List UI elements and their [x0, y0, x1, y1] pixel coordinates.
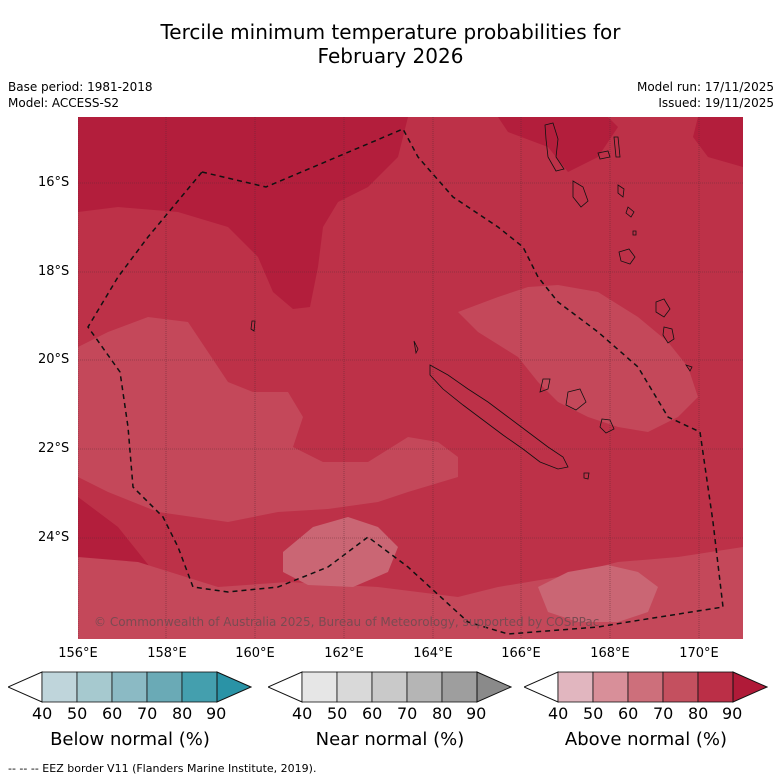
above-90-region-far-ne	[693, 117, 743, 167]
colorbar-below-normal	[8, 671, 252, 703]
cbar-above-tick: 50	[583, 704, 604, 723]
cbar-above-swatch	[662, 671, 699, 703]
cbar-near-tick: 90	[466, 704, 487, 723]
loyalty-island-outline	[565, 388, 587, 411]
lon-label-170e: 170°E	[679, 646, 719, 661]
above-90-region-north	[78, 117, 408, 309]
cbar-below-min-arrow	[8, 671, 43, 703]
cbar-above-tick: 60	[618, 704, 639, 723]
cbar-near-swatch	[301, 671, 338, 703]
base-period: Base period: 1981-2018	[8, 80, 153, 94]
cbar-below-max-arrow	[216, 671, 252, 703]
cbar-below-swatch	[41, 671, 78, 703]
map-copyright: © Commonwealth of Australia 2025, Bureau…	[94, 615, 599, 629]
lon-label-166e: 166°E	[501, 646, 541, 661]
above-70-band-east	[458, 285, 698, 432]
cbar-above-swatch	[697, 671, 734, 703]
lon-label-158e: 158°E	[147, 646, 187, 661]
cbar-below-title: Below normal (%)	[50, 729, 210, 750]
cbar-above-min-arrow	[524, 671, 559, 703]
model-run: Model run: 17/11/2025	[636, 80, 774, 94]
graticule	[78, 117, 743, 639]
cbar-above-max-arrow	[732, 671, 768, 703]
cbar-below-tick: 90	[206, 704, 227, 723]
cbar-above-swatch	[592, 671, 629, 703]
cbar-above-swatch	[557, 671, 594, 703]
lat-label-22s: 22°S	[38, 441, 70, 456]
above-90-region-ne	[498, 117, 618, 172]
cbar-below-tick: 80	[172, 704, 193, 723]
issued-date: Issued: 19/11/2025	[658, 96, 774, 110]
cbar-below-tick: 40	[32, 704, 53, 723]
colorbar-near-normal	[268, 671, 512, 703]
island-outline	[539, 378, 551, 393]
cbar-near-tick: 60	[362, 704, 383, 723]
lat-label-20s: 20°S	[38, 352, 70, 367]
map-canvas: © Commonwealth of Australia 2025, Bureau…	[78, 117, 743, 639]
cbar-below-swatch	[111, 671, 148, 703]
above-70-band-west	[78, 317, 458, 522]
cbar-above-tick: 80	[688, 704, 709, 723]
loyalty-island-outline	[599, 418, 615, 434]
cbar-above-title: Above normal (%)	[564, 729, 728, 750]
cbar-below-tick: 70	[137, 704, 158, 723]
eez-footnote: -- -- -- EEZ border V11 (Flanders Marine…	[8, 762, 317, 775]
cbar-above-tick: 90	[722, 704, 743, 723]
cbar-below-swatch	[181, 671, 218, 703]
cbar-near-tick: 40	[292, 704, 313, 723]
above-60-patch-south	[283, 517, 398, 587]
lat-label-16s: 16°S	[38, 175, 70, 190]
above-70-patch-east	[558, 307, 638, 352]
model-name: Model: ACCESS-S2	[8, 96, 120, 110]
cbar-near-title: Near normal (%)	[315, 729, 465, 750]
eez-border	[87, 128, 724, 635]
cbar-near-tick: 50	[327, 704, 348, 723]
cbar-near-min-arrow	[268, 671, 303, 703]
cbar-near-swatch	[406, 671, 443, 703]
lon-label-164e: 164°E	[413, 646, 453, 661]
cbar-near-tick: 70	[397, 704, 418, 723]
island-outline	[583, 472, 590, 480]
lon-label-162e: 162°E	[324, 646, 364, 661]
above-60-patch-southeast	[538, 565, 658, 622]
lon-label-168e: 168°E	[590, 646, 630, 661]
probability-map[interactable]: © Commonwealth of Australia 2025, Bureau…	[78, 117, 743, 639]
chart-title-line1: Tercile minimum temperature probabilitie…	[160, 20, 621, 44]
island-outline	[413, 340, 419, 355]
cbar-near-tick: 80	[432, 704, 453, 723]
vanuatu-outline	[544, 122, 693, 372]
lon-label-160e: 160°E	[235, 646, 275, 661]
cbar-near-max-arrow	[476, 671, 512, 703]
island-outline	[250, 320, 256, 332]
cbar-below-tick: 60	[102, 704, 123, 723]
cbar-above-tick: 70	[653, 704, 674, 723]
cbar-near-swatch	[336, 671, 373, 703]
cbar-below-tick: 50	[67, 704, 88, 723]
cbar-above-tick: 40	[548, 704, 569, 723]
chart-title-line2: February 2026	[317, 44, 464, 68]
lat-label-24s: 24°S	[38, 530, 70, 545]
lon-label-156e: 156°E	[58, 646, 98, 661]
cbar-below-swatch	[76, 671, 113, 703]
new-caledonia-outline	[429, 364, 569, 470]
cbar-above-swatch	[627, 671, 664, 703]
colorbar-above-normal	[524, 671, 768, 703]
lat-label-18s: 18°S	[38, 264, 70, 279]
cbar-near-swatch	[441, 671, 478, 703]
cbar-below-swatch	[146, 671, 183, 703]
cbar-near-swatch	[371, 671, 408, 703]
